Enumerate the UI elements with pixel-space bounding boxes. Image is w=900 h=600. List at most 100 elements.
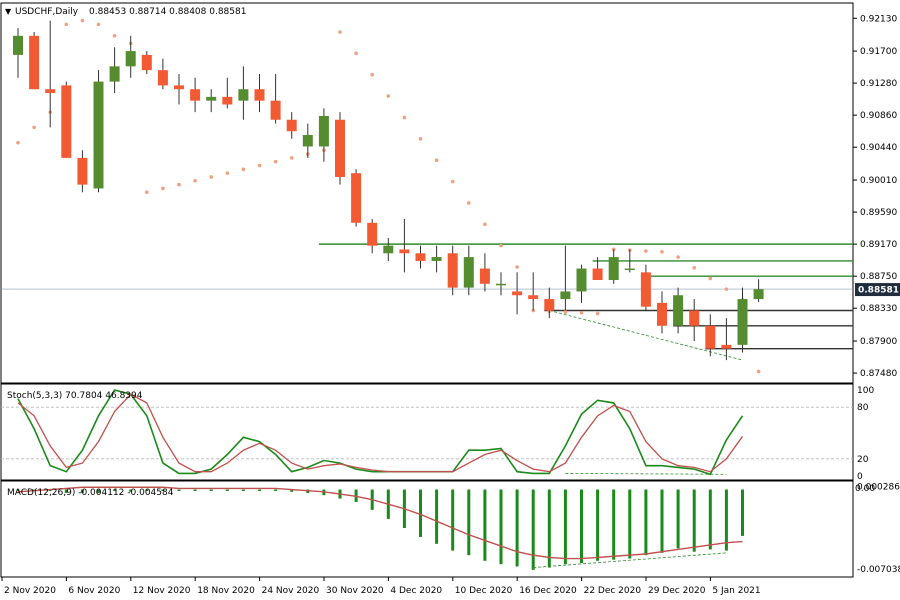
- sar-dot: [289, 156, 294, 160]
- macd-bar: [547, 489, 551, 568]
- stoch-signal-line: [17, 393, 744, 473]
- macd-bar: [692, 489, 696, 552]
- macd-bar: [274, 489, 278, 492]
- price-tick-label: 0.92130: [860, 14, 897, 24]
- macd-bar: [177, 489, 181, 492]
- sar-dot: [112, 34, 117, 38]
- bull-candle: [673, 295, 684, 326]
- macd-bar: [209, 489, 213, 492]
- macd-bar: [113, 489, 117, 492]
- macd-bar: [531, 489, 535, 570]
- chevron-down-icon[interactable]: ▼: [5, 7, 12, 16]
- macd-bar: [499, 489, 503, 565]
- sar-dot: [241, 167, 246, 172]
- macd-bar: [129, 489, 133, 492]
- macd-bar: [48, 489, 52, 492]
- price-tick-label: 0.89590: [860, 208, 897, 218]
- sar-dot: [32, 125, 36, 130]
- stochastic-oscillator: 100 80 20 0: [1, 386, 874, 482]
- sar-dot: [724, 287, 729, 291]
- bear-candle: [512, 291, 523, 296]
- sar-dot: [257, 163, 262, 168]
- sar-dot: [563, 310, 568, 314]
- macd-bar: [419, 489, 422, 538]
- macd-bar: [515, 489, 519, 567]
- macd-bar: [16, 489, 20, 492]
- macd-bar: [145, 489, 149, 492]
- bear-candle: [45, 89, 56, 94]
- symbol-title: USDCHF,Daily: [15, 7, 79, 17]
- sar-dot: [499, 243, 503, 248]
- sar-dot: [354, 51, 358, 56]
- bear-candle: [399, 249, 410, 254]
- macd-title: MACD(12,26,9) -0.004112 -0.004584: [7, 488, 174, 498]
- bear-candle: [351, 173, 362, 223]
- macd-bar: [241, 489, 245, 492]
- sar-dot: [450, 179, 455, 184]
- macd-bar: [708, 489, 712, 550]
- macd-bar: [628, 489, 632, 559]
- candlestick-series[interactable]: [13, 20, 764, 361]
- sar-dot: [209, 175, 213, 179]
- sar-dot: [692, 265, 696, 270]
- macd-bar: [193, 489, 197, 492]
- sar-dot: [402, 115, 407, 120]
- sar-dot: [595, 311, 600, 316]
- macd-signal-line: [17, 486, 743, 560]
- macd-pane[interactable]: [0, 480, 854, 578]
- sar-dot: [531, 308, 535, 313]
- price-tick-label: 0.87480: [860, 369, 897, 379]
- sar-dot: [467, 201, 471, 205]
- sar-dot: [338, 30, 342, 34]
- bull-candle: [560, 291, 571, 300]
- macd-bar: [97, 489, 100, 493]
- time-tick-label: 18 Nov 2020: [197, 586, 255, 596]
- time-tick-label: 16 Dec 2020: [519, 586, 577, 596]
- current-price-label: 0.88581: [858, 286, 899, 296]
- bear-candle: [640, 272, 651, 307]
- chart-title[interactable]: ▼ USDCHF,Daily 0.88453 0.88714 0.88408 0…: [5, 7, 246, 17]
- macd-bar: [660, 489, 664, 553]
- macd-bar: [435, 489, 439, 544]
- sar-dot: [579, 310, 584, 315]
- bear-candle: [270, 100, 281, 120]
- bear-candle: [447, 253, 458, 288]
- horizontal-levels[interactable]: [318, 243, 853, 361]
- time-tick-label: 4 Dec 2020: [390, 586, 442, 596]
- stoch-tick-label: 100: [857, 386, 874, 396]
- macd-trend-line: [533, 552, 727, 568]
- time-tick-label: 10 Dec 2020: [455, 586, 513, 596]
- sar-dot: [80, 18, 85, 23]
- bear-candle: [61, 85, 72, 158]
- parabolic-sar: [16, 18, 761, 374]
- bull-candle: [496, 283, 506, 286]
- time-tick-label: 22 Dec 2020: [584, 586, 642, 596]
- macd-bar: [451, 489, 455, 551]
- macd-bar: [64, 489, 68, 493]
- time-axis: 2 Nov 2020 6 Nov 2020 12 Nov 2020 18 Nov 20…: [1, 577, 761, 596]
- macd-bar: [467, 489, 471, 556]
- bull-candle: [318, 115, 329, 147]
- sar-dot: [145, 190, 149, 195]
- macd-tick-label: -0.007038: [857, 565, 900, 575]
- bear-candle: [157, 70, 168, 86]
- bear-candle: [141, 54, 152, 71]
- price-tick-label: 0.87900: [860, 337, 897, 347]
- sar-dot: [96, 22, 101, 27]
- macd-bar: [563, 489, 567, 565]
- bull-candle: [13, 35, 23, 55]
- bull-candle: [753, 289, 764, 300]
- time-tick-label: 30 Nov 2020: [326, 586, 384, 596]
- price-tick-label: 0.88750: [860, 272, 897, 282]
- bull-candle: [302, 135, 313, 147]
- bull-candle: [576, 268, 587, 292]
- price-pane[interactable]: [0, 2, 854, 384]
- macd-bar: [225, 489, 229, 492]
- current-price-marker: 0.88581: [855, 283, 900, 297]
- bear-candle: [592, 268, 603, 280]
- macd-indicator: 0.000286 -0.007038: [16, 482, 900, 575]
- stoch-pane[interactable]: [0, 383, 854, 481]
- ohlc-values: 0.88453 0.88714 0.88408 0.88581: [89, 7, 246, 17]
- bear-candle: [528, 295, 539, 300]
